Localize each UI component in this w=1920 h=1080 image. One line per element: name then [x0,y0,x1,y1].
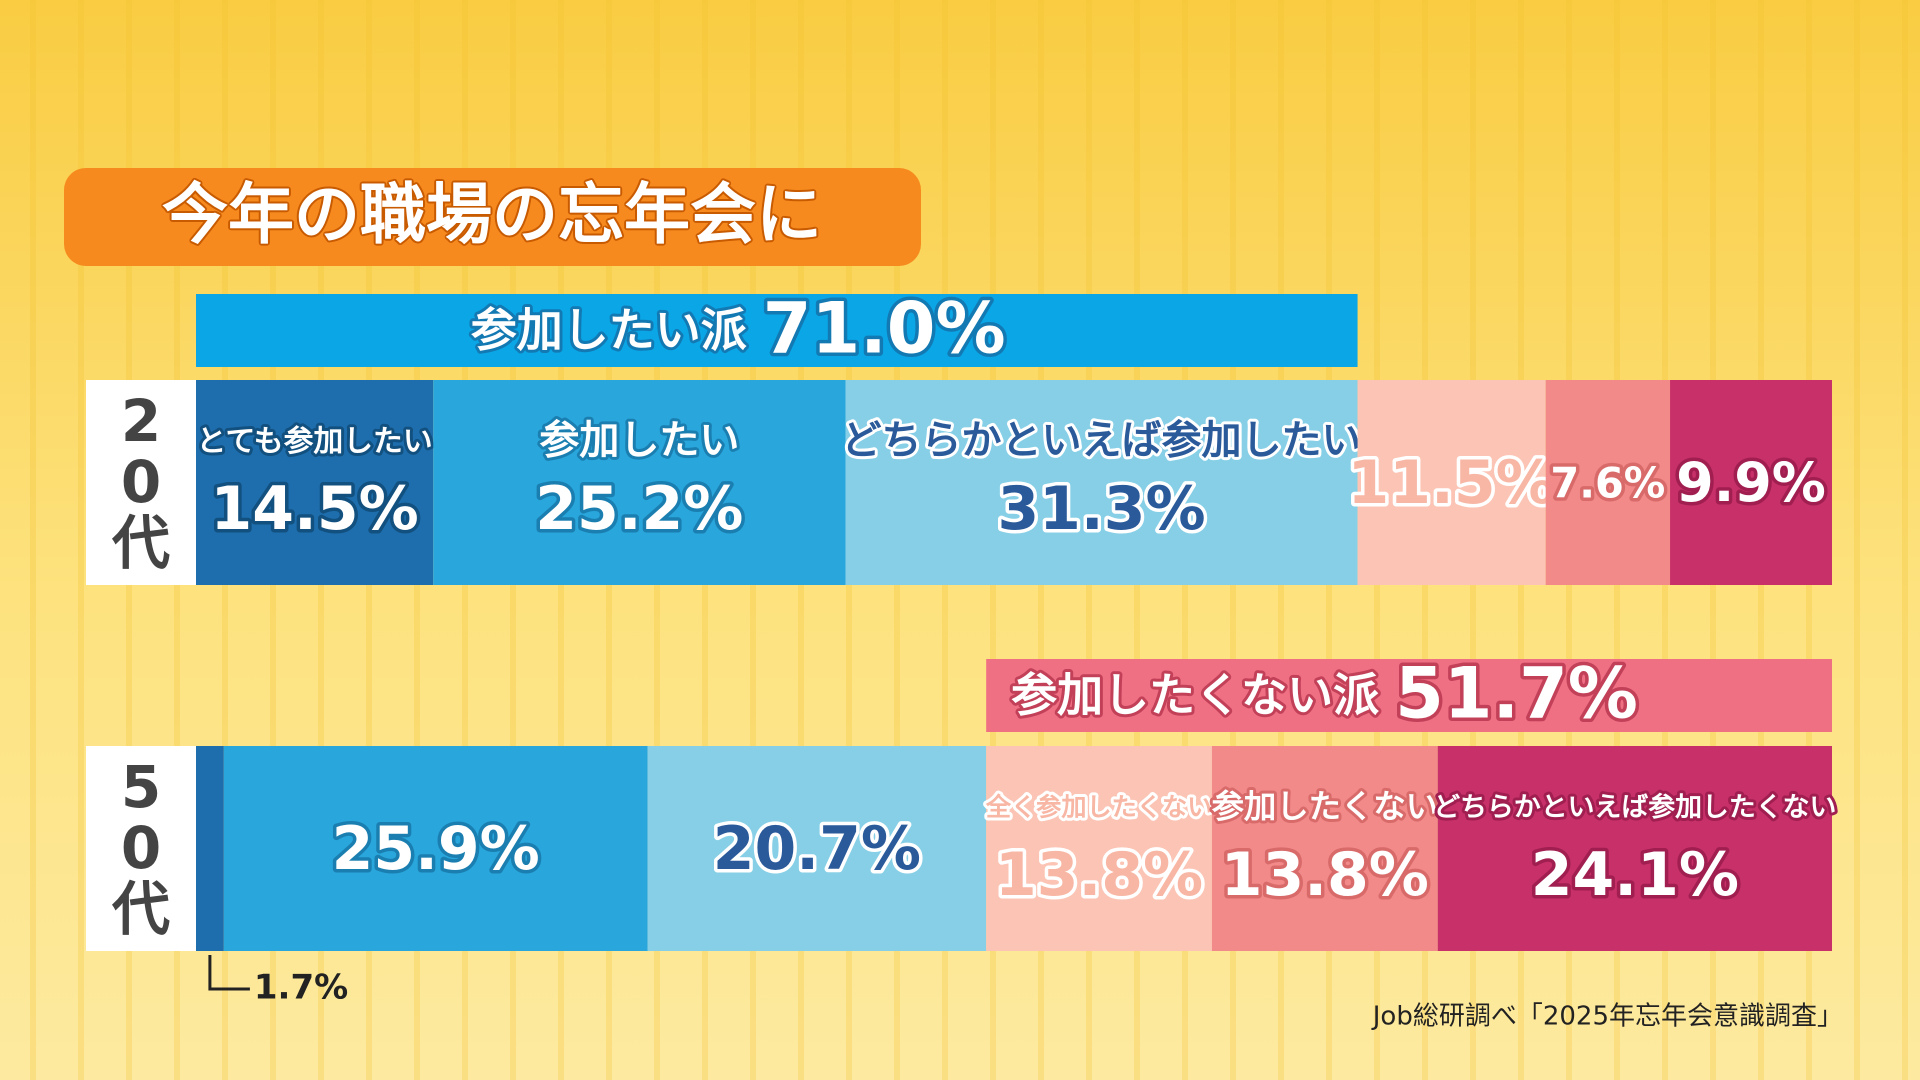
title-box [64,168,921,266]
segment-name: 参加したくない [1212,788,1439,826]
value-label: 1.7% [254,968,348,1008]
value-label: 31.3% [997,474,1205,544]
banner-text: 参加したい派 [471,303,747,357]
chart-title: 今年の職場の忘年会に [162,176,822,253]
segment-name: どちらかといえば参加したくない [1433,791,1836,823]
segment-name: とても参加したい [197,424,433,459]
bar-segment [1670,380,1832,585]
segment-name: どちらかといえば参加したい [842,418,1362,464]
bar-segment [1437,746,1832,951]
value-label: 11.5% [1348,448,1556,518]
summary-banner [986,659,1832,732]
bar-segment [1545,380,1671,585]
banner-text: 参加したくない派 [1011,668,1379,722]
value-label: 9.9% [1676,451,1826,514]
value-label: 25.9% [332,814,540,884]
value-label: 13.8% [995,840,1203,910]
category-text: 20代 [111,387,170,577]
category-label: 50代 [86,746,196,951]
bar-segment [1357,380,1546,585]
category-label: 20代 [86,380,196,585]
bar-segment [223,746,648,951]
value-label: 24.1% [1531,840,1739,910]
value-label: 14.5% [211,474,419,544]
value-label: 7.6% [1550,460,1665,508]
value-label: 25.2% [535,474,743,544]
value-label: 20.7% [713,814,921,884]
value-label: 13.8% [1221,840,1429,910]
banner-value: 71.0% [763,288,1006,370]
bar-segment [196,746,224,951]
source: Job総研調べ「2025年忘年会意識調査」 [1371,1002,1843,1032]
bar-segment [433,380,846,585]
summary-banner [196,294,1358,367]
banner-value: 51.7% [1395,653,1638,735]
bar-segment [196,380,434,585]
bar-segment [845,380,1358,585]
bar-segment [1211,746,1438,951]
segment-name: 参加したい [539,418,739,464]
bar-segment [986,746,1212,951]
callout-line [208,955,250,991]
bar-segment [647,746,987,951]
segment-name: 全く参加したくない [985,793,1212,822]
category-text: 50代 [111,753,170,943]
